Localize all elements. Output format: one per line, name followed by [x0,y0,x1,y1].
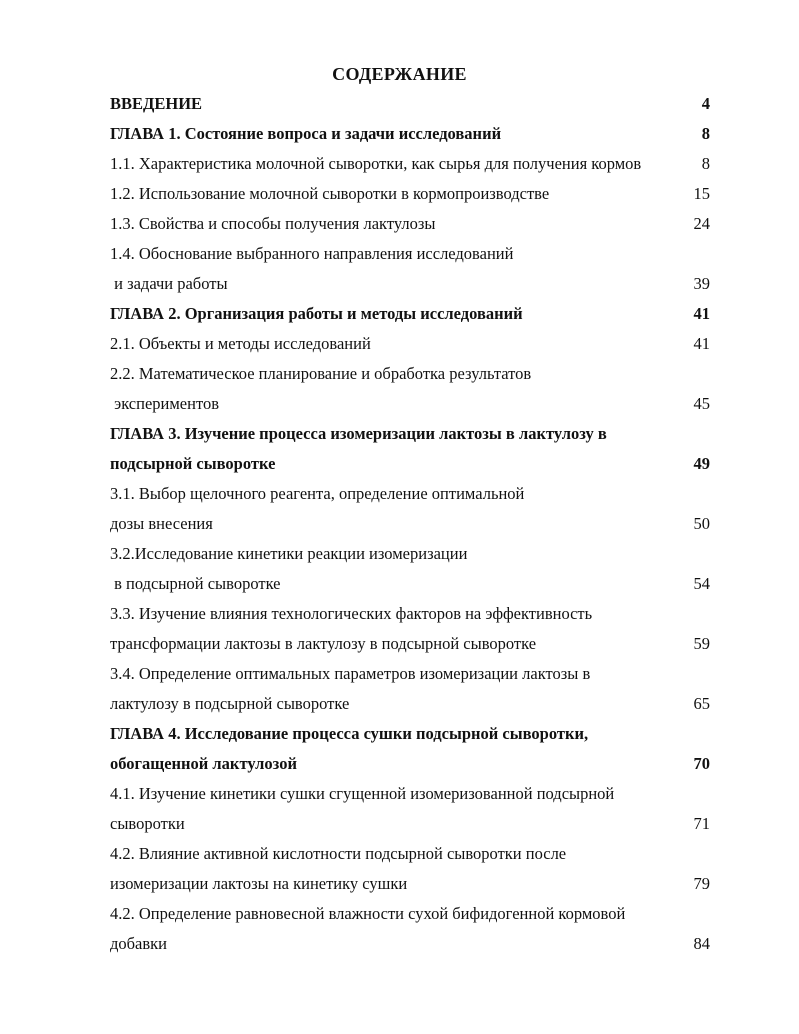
toc-entry-title: ВВЕДЕНИЕ [110,94,203,113]
toc-section-line: 4.2. Влияние активной кислотности подсыр… [110,843,710,865]
toc-section-line: добавки 84 [110,933,710,955]
toc-chapter-line: ГЛАВА 1. Состояние вопроса и задачи иссл… [110,123,710,145]
toc-entry-title: в подсырной сыворотке [110,574,281,593]
toc-section-line: 1.1. Характеристика молочной сыворотки, … [110,153,710,175]
toc-chapter-line: ГЛАВА 3. Изучение процесса изомеризации … [110,423,710,445]
toc-entry-title: обогащенной лактулозой [110,754,297,773]
toc-page-number: 8 [701,124,710,143]
toc-section-line: сыворотки 71 [110,813,710,835]
toc-section-line: дозы внесения 50 [110,513,710,535]
toc-entry-title: изомеризации лактозы на кинетику сушки [110,874,408,893]
toc-entry-title: 2.2. Математическое планирование и обраб… [110,364,532,383]
toc-section-line: 2.2. Математическое планирование и обраб… [110,363,710,385]
toc-entry-title: подсырной сыворотке [110,454,276,473]
toc-entry-title: 1.1. Характеристика молочной сыворотки, … [110,154,642,173]
toc-entry-title: сыворотки [110,814,185,833]
toc-section-line: трансформации лактозы в лактулозу в подс… [110,633,710,655]
toc-chapter-line: ГЛАВА 4. Исследование процесса сушки под… [110,723,710,745]
toc-page-number: 45 [693,394,711,413]
toc-chapter-line: обогащенной лактулозой 70 [110,753,710,775]
toc-page-number: 39 [693,274,711,293]
toc-page-number: 49 [693,454,711,473]
toc-entry-title: 4.2. Влияние активной кислотности подсыр… [110,844,567,863]
toc-section-line: 1.2. Использование молочной сыворотки в … [110,183,710,205]
toc-page-number: 59 [693,634,711,653]
toc-entry-title: трансформации лактозы в лактулозу в подс… [110,634,537,653]
toc-page-number: 70 [693,754,711,773]
toc-page-number: 54 [693,574,711,593]
toc-section-line: 3.3. Изучение влияния технологических фа… [110,603,710,625]
toc-entry-title: 1.4. Обоснование выбранного направления … [110,244,514,263]
toc-section-line: 3.2.Исследование кинетики реакции изомер… [110,543,710,565]
toc-section-line: 4.1. Изучение кинетики сушки сгущенной и… [110,783,710,805]
toc-entry-title: ГЛАВА 4. Исследование процесса сушки под… [110,724,589,743]
toc-entry-title: ГЛАВА 1. Состояние вопроса и задачи иссл… [110,124,502,143]
toc-entry-title: экспериментов [110,394,219,413]
toc-section-line: лактулозу в подсырной сыворотке 65 [110,693,710,715]
toc-page-number: 24 [693,214,711,233]
toc-entry-title: 2.1. Объекты и методы исследований [110,334,371,353]
toc-entry-title: 1.3. Свойства и способы получения лактул… [110,214,436,233]
toc-section-line: в подсырной сыворотке 54 [110,573,710,595]
toc-section-line: 2.1. Объекты и методы исследований 41 [110,333,710,355]
toc-section-line: экспериментов 45 [110,393,710,415]
toc-entry-title: ГЛАВА 2. Организация работы и методы исс… [110,304,523,323]
toc-entry-title: 3.1. Выбор щелочного реагента, определен… [110,484,525,503]
toc-entry-title: ГЛАВА 3. Изучение процесса изомеризации … [110,424,607,443]
toc-entry-title: 4.2. Определение равновесной влажности с… [110,904,626,923]
toc-page-number: 84 [693,934,711,953]
toc-page-number: 41 [693,304,711,323]
toc-entry-title: 3.2.Исследование кинетики реакции изомер… [110,544,468,563]
toc-page-number: 41 [693,334,711,353]
toc-section-line: 3.1. Выбор щелочного реагента, определен… [110,483,710,505]
toc-chapter-line: подсырной сыворотке 49 [110,453,710,475]
toc-page-number: 71 [693,814,711,833]
toc-entry-title: 4.1. Изучение кинетики сушки сгущенной и… [110,784,615,803]
toc-section-line: 4.2. Определение равновесной влажности с… [110,903,710,925]
page-title: СОДЕРЖАНИЕ [332,64,467,84]
toc-entry-title: 1.2. Использование молочной сыворотки в … [110,184,550,203]
toc-entry-title: и задачи работы [110,274,228,293]
toc-section-line: и задачи работы 39 [110,273,710,295]
toc-chapter-line: ВВЕДЕНИЕ 4 [110,93,710,115]
toc-entry-title: дозы внесения [110,514,213,533]
toc-entry-title: добавки [110,934,168,953]
toc-section-line: 3.4. Определение оптимальных параметров … [110,663,710,685]
toc-entry-title: лактулозу в подсырной сыворотке [110,694,350,713]
toc-section-line: изомеризации лактозы на кинетику сушки 79 [110,873,710,895]
toc-entry-title: 3.4. Определение оптимальных параметров … [110,664,591,683]
toc-entry-title: 3.3. Изучение влияния технологических фа… [110,604,593,623]
toc-page-number: 79 [693,874,711,893]
toc-section-line: 1.4. Обоснование выбранного направления … [110,243,710,265]
toc-section-line: 1.3. Свойства и способы получения лактул… [110,213,710,235]
toc-page-number: 15 [693,184,711,203]
toc-page-number: 8 [701,154,710,173]
toc-page-number: 50 [693,514,711,533]
toc-page-number: 4 [701,94,710,113]
toc-page-number: 65 [693,694,711,713]
toc-chapter-line: ГЛАВА 2. Организация работы и методы исс… [110,303,710,325]
